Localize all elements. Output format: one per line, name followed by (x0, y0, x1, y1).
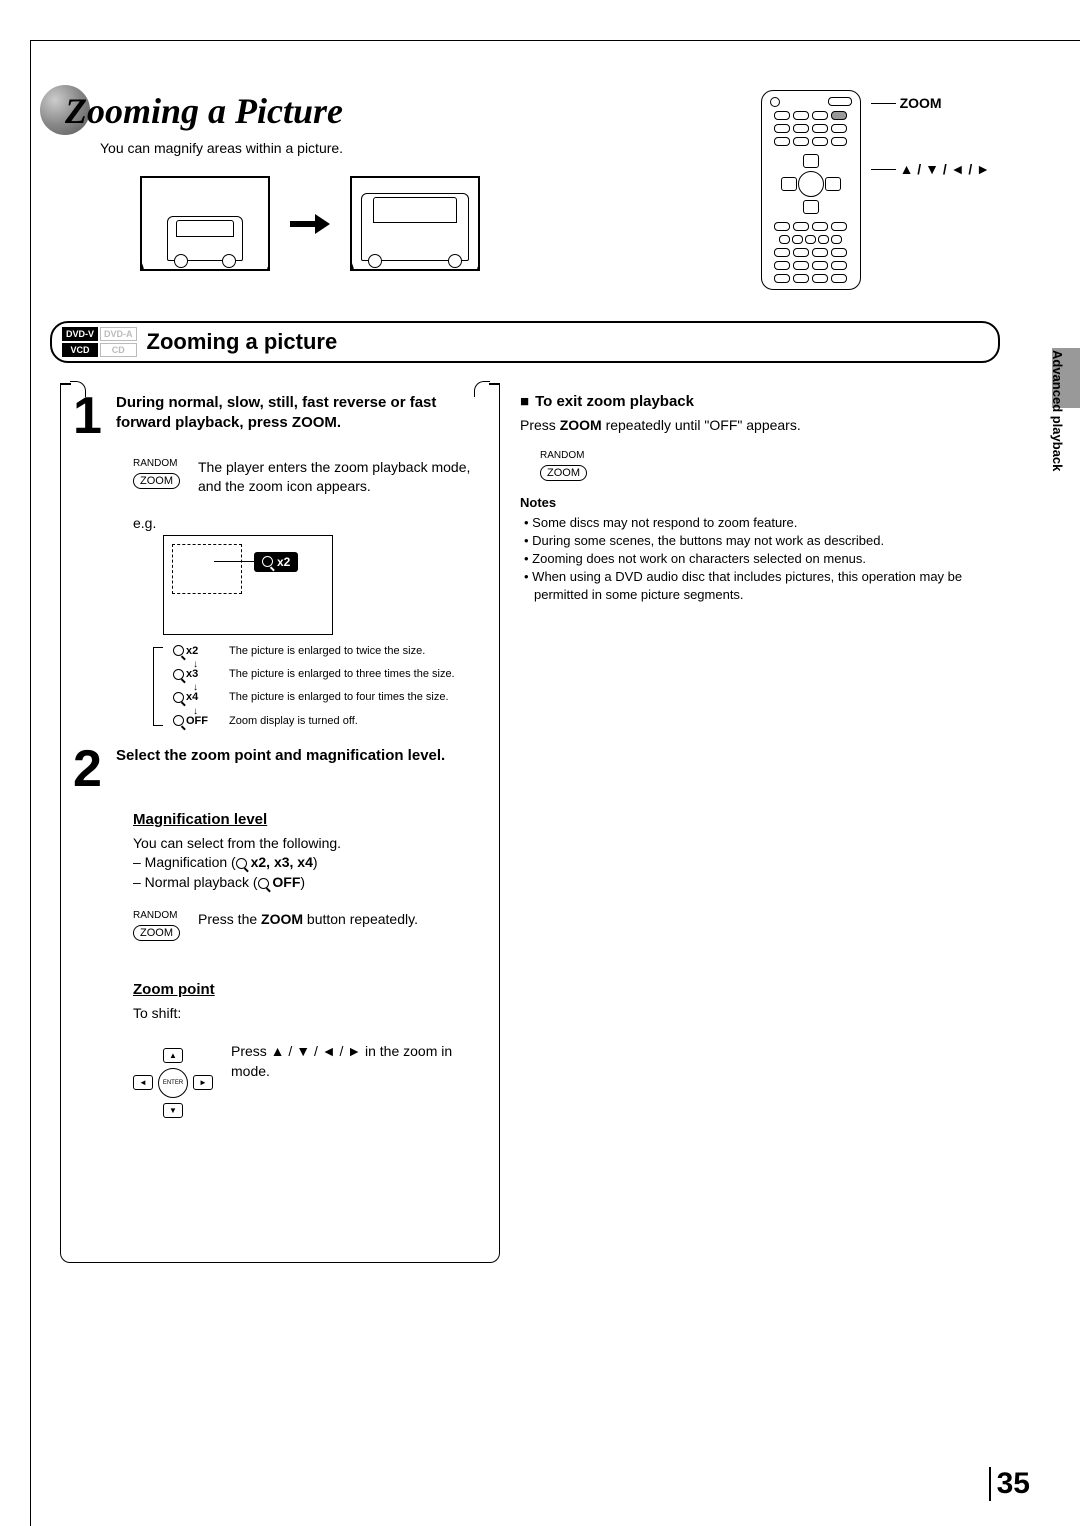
zoom-button-icon: ZOOM (133, 473, 180, 489)
remote-zoom-label: ZOOM (871, 95, 990, 111)
remote-arrows-label: ▲ / ▼ / ◄ / ► (871, 161, 990, 177)
right-column: To exit zoom playback Press ZOOM repeate… (520, 383, 1000, 1263)
step-2-heading: Select the zoom point and magnification … (116, 746, 445, 793)
notes-list: Some discs may not respond to zoom featu… (520, 514, 1000, 605)
zoom-illustration (140, 176, 761, 271)
zoom-levels-list: x2The picture is enlarged to twice the s… (153, 645, 487, 728)
steps-column: 1 During normal, slow, still, fast rever… (60, 383, 500, 1263)
note-item: Some discs may not respond to zoom featu… (534, 514, 1000, 532)
magnification-heading: Magnification level (133, 811, 487, 828)
exit-heading: To exit zoom playback (520, 393, 1000, 410)
magnify-icon (262, 556, 273, 567)
step-1-number: 1 (73, 393, 108, 440)
section-title: Zooming a picture (147, 329, 338, 355)
screen-example: x2 (163, 535, 333, 635)
badge-dvd-a: DVD-A (100, 327, 137, 341)
random-label: RANDOM (133, 458, 180, 469)
badge-dvd-v: DVD-V (62, 327, 98, 341)
zoom-button-icon-2: ZOOM (133, 925, 180, 941)
step-1-heading: During normal, slow, still, fast reverse… (116, 393, 487, 440)
header: Zooming a Picture You can magnify areas … (30, 60, 1030, 301)
page-number: 35 (989, 1467, 1030, 1501)
dpad-icon: ▲▼ ◄► ENTER (133, 1048, 213, 1118)
step-2-number: 2 (73, 746, 108, 793)
mag-p2: – Magnification ( x2, x3, x4) (133, 853, 487, 873)
eg-label: e.g. (133, 515, 487, 531)
badge-cd: CD (100, 343, 137, 357)
mag-p3: – Normal playback ( OFF) (133, 873, 487, 893)
badge-vcd: VCD (62, 343, 98, 357)
note-item: Zooming does not work on characters sele… (534, 550, 1000, 568)
zp-instruction: Press ▲ / ▼ / ◄ / ► in the zoom in mode. (231, 1042, 487, 1081)
zoom-button-icon-3: ZOOM (540, 465, 587, 481)
zoom-point-heading: Zoom point (133, 981, 487, 998)
disc-badges: DVD-V DVD-A VCD CD (62, 327, 137, 357)
mag-p1: You can select from the following. (133, 834, 487, 854)
random-label-2: RANDOM (133, 910, 180, 921)
subtitle: You can magnify areas within a picture. (50, 140, 761, 156)
exit-p: Press ZOOM repeatedly until "OFF" appear… (520, 416, 1000, 436)
section-bar: DVD-V DVD-A VCD CD Zooming a picture (50, 321, 1000, 363)
remote-diagram: ZOOM ▲ / ▼ / ◄ / ► (761, 90, 990, 290)
random-label-3: RANDOM (540, 450, 1000, 461)
side-tab: Advanced playback (1050, 350, 1065, 471)
mag-instruction: Press the ZOOM button repeatedly. (198, 910, 487, 930)
note-item: During some scenes, the buttons may not … (534, 532, 1000, 550)
note-item: When using a DVD audio disc that include… (534, 568, 1000, 604)
zp-p: To shift: (133, 1004, 487, 1024)
notes-heading: Notes (520, 495, 1000, 510)
page-title: Zooming a Picture (50, 90, 343, 132)
arrow-icon (290, 214, 330, 234)
step-1-desc: The player enters the zoom playback mode… (198, 458, 487, 497)
